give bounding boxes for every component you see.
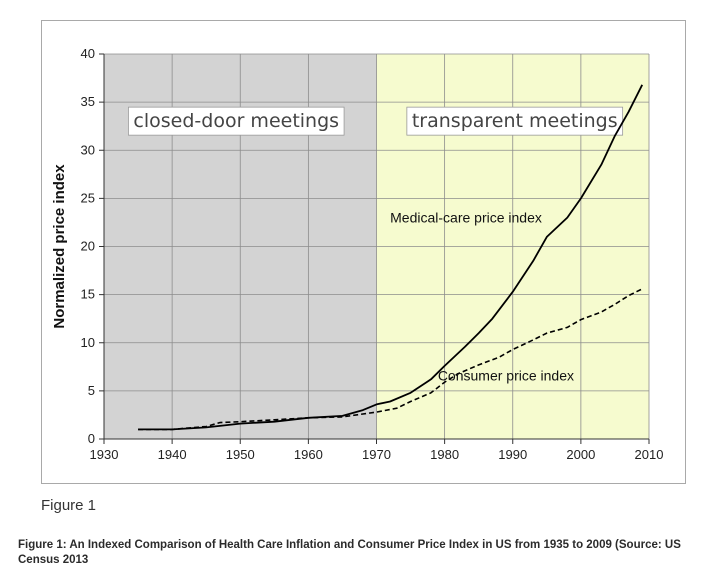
series-line-consumer-price [138,288,643,431]
y-tick-label: 0 [88,431,95,446]
y-tick-label: 25 [81,190,95,205]
annotation-layer: Medical-care price index Consumer price i… [390,209,574,383]
label-medical-care: Medical-care price index [390,209,542,225]
y-tick-labels: 0 5 10 15 20 25 30 35 40 [81,46,95,446]
y-tick-label: 5 [88,383,95,398]
x-tick-label: 1940 [158,447,187,462]
y-tick-label: 15 [81,287,95,302]
x-tick-label: 1990 [498,447,527,462]
x-tick-label: 1980 [430,447,459,462]
x-tick-label: 1970 [362,447,391,462]
label-consumer-price: Consumer price index [438,367,574,383]
y-tick-label: 40 [81,46,95,61]
series-line-medical-care [138,84,644,431]
x-tick-label: 1950 [226,447,255,462]
y-tick-label: 30 [81,142,95,157]
region-label-transparent-text: transparent meetings [412,110,618,132]
axes [99,53,650,444]
region-label-closed-door-text: closed-door meetings [133,110,339,132]
x-tick-label: 1930 [90,447,119,462]
figure-number: Figure 1 [41,497,97,514]
y-axis-label: Normalized price index [51,164,68,329]
x-tick-label: 1960 [294,447,323,462]
region-label-closed-door: closed-door meetings [128,106,345,136]
x-tick-label: 2000 [566,447,595,462]
region-label-transparent: transparent meetings [406,106,624,136]
region-labels: closed-door meetings transparent meetings [128,106,624,136]
region-label-closed-door-box [128,106,345,136]
x-tick-label: 2010 [635,447,664,462]
x-tick-labels: 1930 1940 1950 1960 1970 1980 1990 2000 2010 [90,447,664,462]
figure-caption: Figure 1: An Indexed Comparison of Healt… [18,539,681,566]
region-label-transparent-box [406,106,624,136]
y-tick-label: 20 [81,239,95,254]
y-tick-label: 10 [81,335,95,350]
series-layer [138,84,644,431]
y-tick-label: 35 [81,94,95,109]
price-index-chart: 1930 1940 1950 1960 1970 1980 1990 2000 2010 051… [51,46,664,462]
